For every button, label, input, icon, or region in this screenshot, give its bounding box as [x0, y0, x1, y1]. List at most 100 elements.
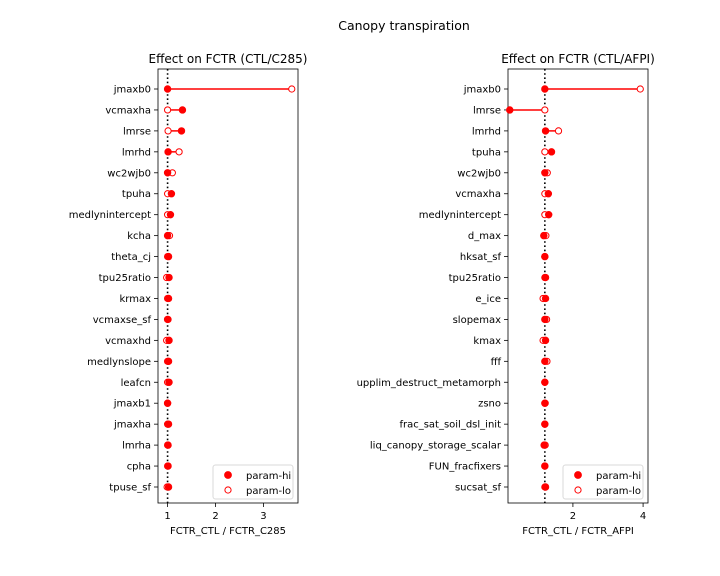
point-param-hi — [165, 336, 173, 345]
point-param-hi — [541, 252, 549, 261]
point-param-hi — [177, 127, 186, 135]
legend-label-param-hi: param-hi — [246, 471, 291, 482]
point-param-hi — [164, 252, 173, 261]
y-tick-label: theta_cj — [111, 252, 151, 263]
point-param-hi — [167, 190, 176, 198]
y-tick-label: tpuse_sf — [109, 483, 151, 494]
point-param-hi — [164, 462, 172, 470]
y-tick-label: medlynslope — [87, 357, 151, 368]
y-tick-label: lmrha — [122, 441, 151, 452]
y-tick-label: vcmaxhd — [105, 336, 151, 347]
y-tick-label: tpu25ratio — [99, 273, 151, 284]
point-param-lo — [636, 85, 644, 93]
y-tick-label: liq_canopy_storage_scalar — [370, 441, 502, 452]
point-param-hi — [541, 85, 549, 93]
point-param-lo — [164, 127, 172, 135]
y-tick-label: lmrse — [123, 126, 151, 137]
y-tick-label: fff — [491, 357, 502, 368]
point-param-hi — [163, 399, 172, 407]
point-param-hi — [541, 169, 549, 177]
legend-label-param-hi: param-hi — [596, 471, 641, 482]
point-param-hi — [164, 294, 173, 303]
y-tick-label: tpu25ratio — [449, 273, 501, 284]
point-param-hi — [163, 231, 172, 240]
point-param-hi — [541, 315, 549, 324]
x-tick-label: 2 — [570, 511, 576, 522]
x-tick-label: 2 — [212, 511, 218, 522]
point-param-hi — [163, 85, 172, 93]
y-tick-label: jmaxb1 — [113, 399, 151, 410]
point-param-hi — [163, 315, 172, 324]
y-tick-label: tpuha — [472, 147, 501, 158]
y-tick-label: jmaxb0 — [463, 85, 501, 96]
axes-frame — [507, 68, 649, 504]
x-axis-label: FCTR_CTL / FCTR_AFPI — [522, 526, 634, 537]
y-tick-label: sucsat_sf — [455, 483, 502, 494]
x-tick-label: 4 — [640, 511, 646, 522]
y-tick-label: jmaxb0 — [113, 85, 151, 96]
point-param-lo — [163, 106, 172, 114]
legend-label-param-lo: param-lo — [596, 486, 641, 497]
point-param-hi — [164, 148, 172, 156]
point-param-hi — [164, 357, 173, 366]
point-param-hi — [506, 106, 514, 114]
point-param-hi — [544, 190, 553, 198]
legend-marker-param-lo — [574, 486, 582, 494]
legend-label-param-lo: param-lo — [246, 486, 291, 497]
y-tick-label: medlynintercept — [419, 210, 501, 221]
point-param-hi — [178, 106, 187, 114]
y-tick-label: krmax — [119, 294, 151, 305]
legend-box — [562, 464, 644, 500]
panel-right: Effect on FCTR (CTL/AFPI) 2 4 FCTR_CTL / FC… — [357, 52, 655, 537]
point-param-hi — [165, 378, 173, 386]
y-tick-label: upplim_destruct_metamorph — [357, 378, 501, 389]
y-tick-label: kcha — [127, 231, 151, 242]
point-param-hi — [541, 127, 550, 135]
y-tick-label: wc2wjb0 — [457, 168, 501, 179]
point-param-hi — [541, 336, 550, 345]
y-tick-label: tpuha — [122, 189, 151, 200]
y-tick-label: lmrhd — [472, 126, 501, 137]
axes-frame — [157, 68, 299, 504]
legend-marker-param-hi — [574, 471, 582, 479]
point-param-hi — [164, 483, 173, 491]
point-param-hi — [541, 357, 549, 366]
legend-box — [212, 464, 294, 500]
point-param-hi — [540, 231, 548, 240]
y-tick-label: leafcn — [121, 378, 151, 389]
x-tick-label: 1 — [164, 511, 170, 522]
x-axis-label: FCTR_CTL / FCTR_C285 — [170, 526, 286, 537]
point-param-lo — [541, 106, 549, 114]
point-param-hi — [541, 420, 549, 428]
point-param-lo — [541, 148, 549, 156]
point-param-hi — [166, 210, 175, 219]
point-param-hi — [541, 294, 550, 303]
point-param-hi — [545, 210, 553, 219]
point-param-hi — [541, 273, 550, 282]
y-tick-label: kmax — [473, 336, 501, 347]
y-tick-label: wc2wjb0 — [107, 168, 151, 179]
y-tick-label: jmaxha — [113, 420, 151, 431]
chart-title: Effect on FCTR (CTL/AFPI) — [501, 52, 655, 66]
y-tick-label: cpha — [127, 462, 151, 473]
y-tick-label: vcmaxha — [455, 189, 501, 200]
y-tick-label: lmrhd — [122, 147, 151, 158]
y-tick-label: vcmaxha — [105, 105, 151, 116]
chart-title: Effect on FCTR (CTL/C285) — [149, 52, 308, 66]
point-param-hi — [541, 483, 550, 491]
y-tick-label: lmrse — [473, 105, 501, 116]
point-param-hi — [164, 420, 173, 428]
point-param-hi — [165, 273, 173, 282]
x-tick-label: 3 — [260, 511, 266, 522]
point-param-hi — [547, 148, 556, 156]
point-param-hi — [541, 399, 549, 407]
y-tick-label: zsno — [478, 399, 501, 410]
point-param-lo — [288, 85, 296, 93]
y-tick-label: hksat_sf — [460, 252, 502, 263]
y-tick-label: frac_sat_soil_dsl_init — [399, 420, 501, 431]
y-tick-label: medlynintercept — [69, 210, 151, 221]
legend-marker-param-lo — [224, 486, 232, 494]
point-param-lo — [175, 148, 183, 156]
legend-marker-param-hi — [224, 471, 232, 479]
